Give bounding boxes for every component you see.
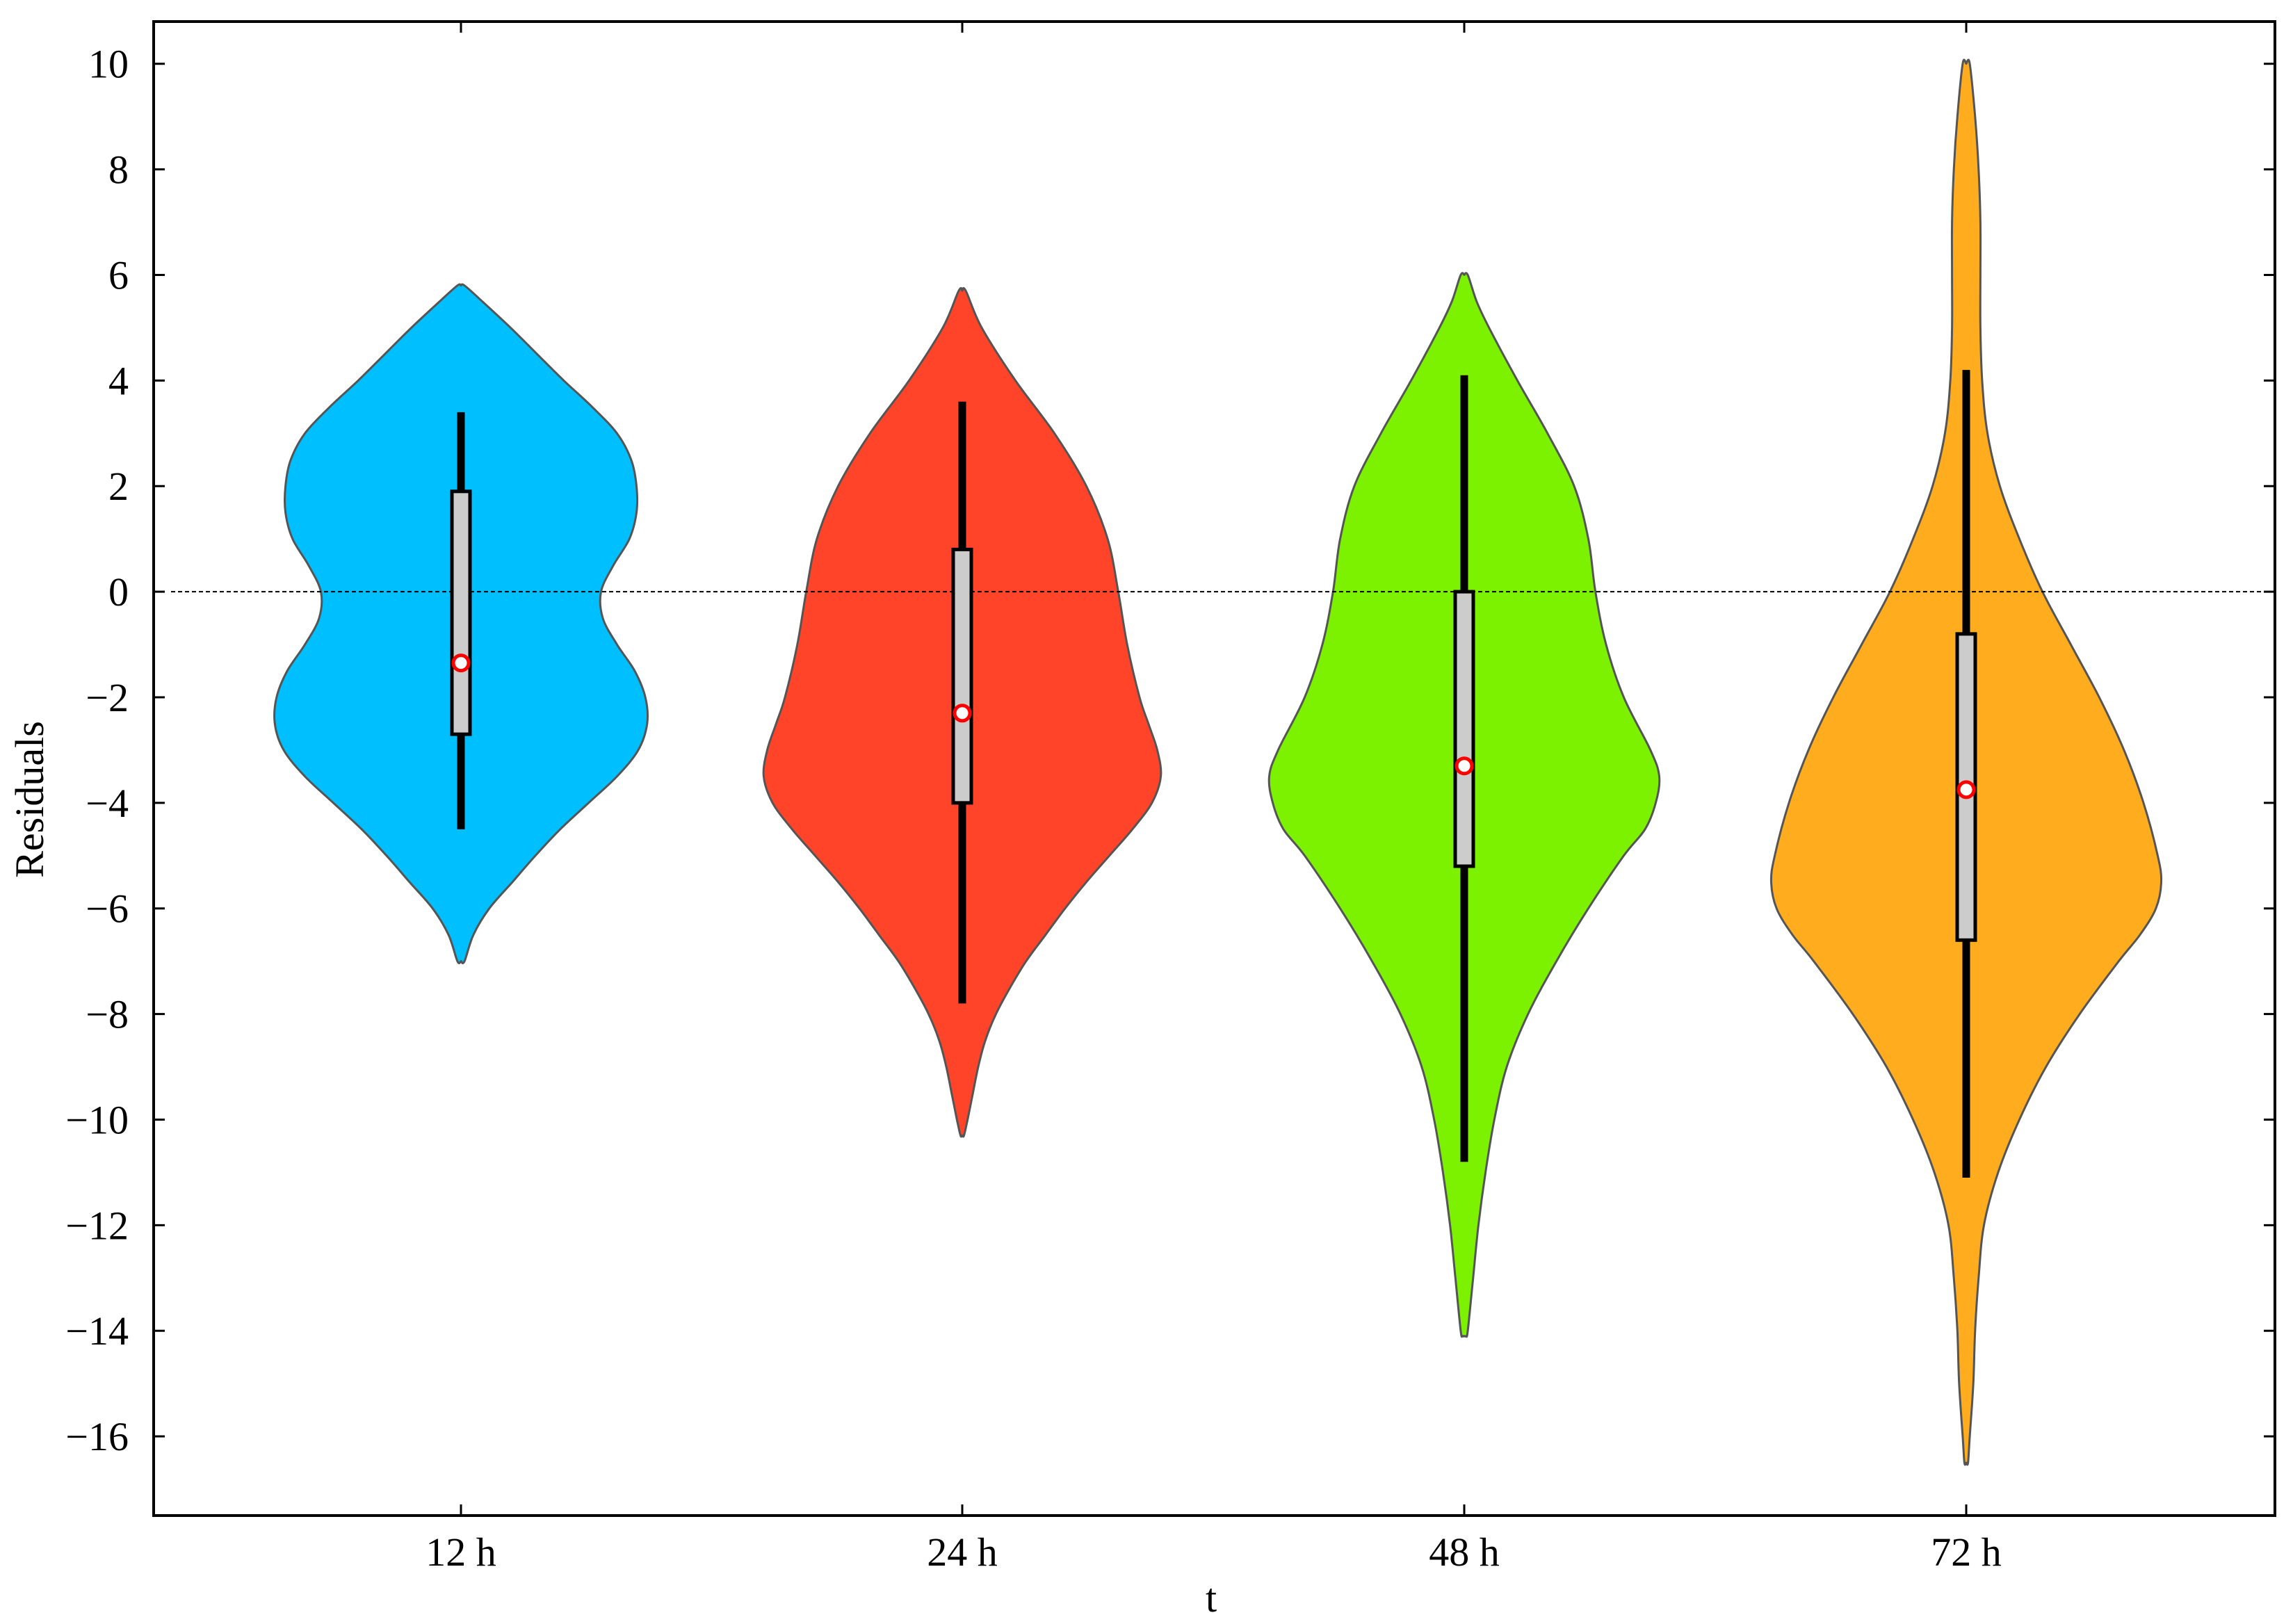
iqr-box-48h (1453, 590, 1475, 868)
y-tick-label: −12 (65, 1203, 129, 1248)
mean-marker-12h (451, 653, 471, 673)
y-tick-label: −6 (86, 886, 129, 932)
axis-layer: 10 8 6 4 2 0 −2 −4 −6 −8 −10 −12 −14 −16 12 h 24 h 48 h 7… (65, 20, 2276, 1575)
x-tick-label: 72 h (1931, 1529, 2002, 1575)
y-tick-label: −16 (65, 1414, 129, 1459)
y-tick-label: −8 (86, 992, 129, 1037)
x-tick-label: 48 h (1429, 1529, 1500, 1575)
mean-marker-24h (953, 704, 972, 723)
y-tick-label: 2 (108, 464, 129, 509)
y-tick-label: −14 (65, 1308, 129, 1354)
iqr-box-24h (951, 547, 973, 805)
y-tick-label: 8 (108, 147, 129, 193)
x-axis-title: t (1206, 1575, 1217, 1621)
box-layer (450, 370, 1977, 1178)
iqr-box-12h (450, 489, 472, 736)
y-tick-label: 10 (88, 42, 129, 87)
y-tick-label: 0 (108, 569, 129, 615)
y-tick-label: −4 (86, 781, 129, 826)
y-tick-label: 4 (108, 358, 129, 403)
plot-frame (152, 20, 2276, 1517)
mean-marker-72h (1956, 780, 1976, 799)
y-tick-label: −10 (65, 1097, 129, 1142)
x-tick-label: 24 h (927, 1529, 998, 1575)
y-tick-label: 6 (108, 252, 129, 298)
y-axis-title: Residuals (7, 721, 52, 878)
mean-marker-48h (1455, 756, 1474, 776)
x-tick-label: 12 h (426, 1529, 496, 1575)
y-tick-label: −2 (86, 675, 129, 720)
